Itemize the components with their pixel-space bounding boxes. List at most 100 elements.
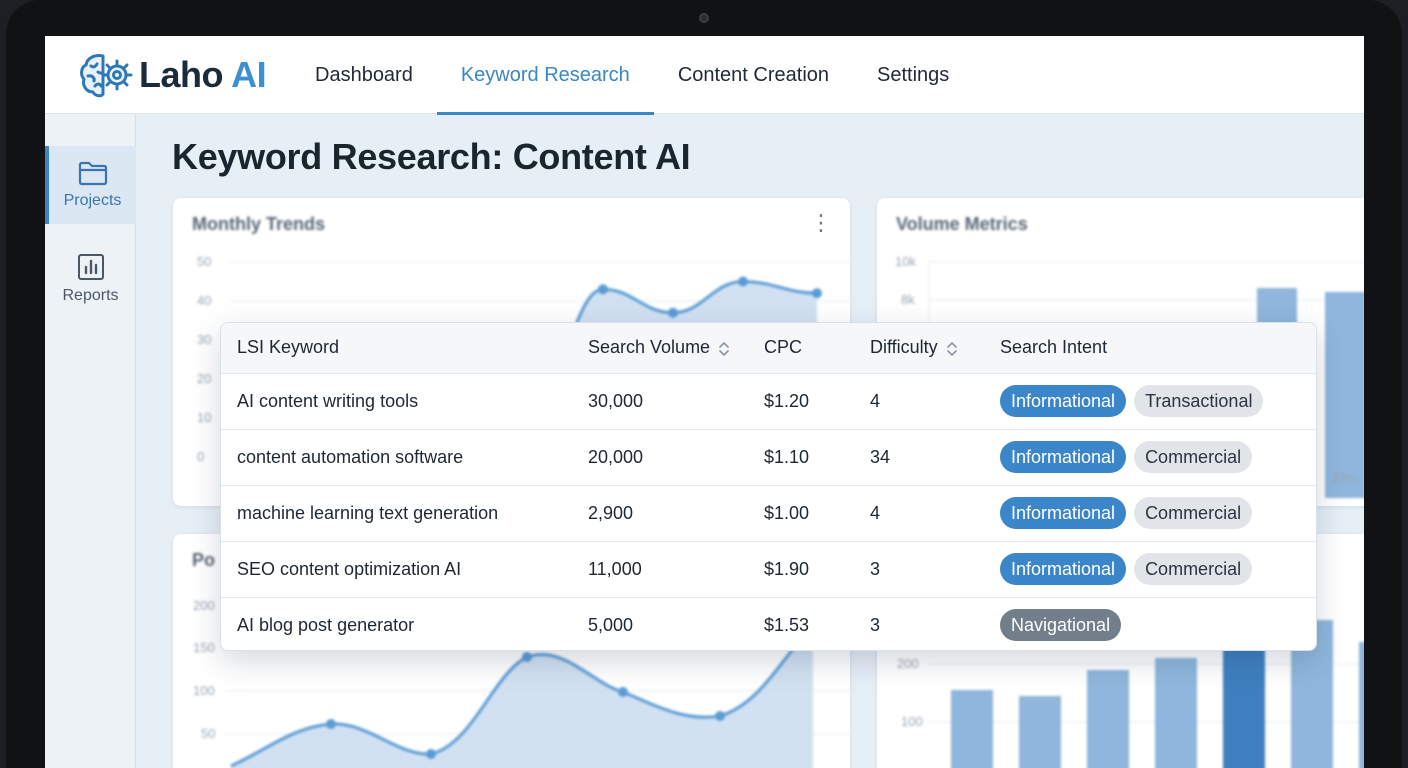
logo-text-accent: AI bbox=[231, 54, 267, 95]
column-header-keyword: LSI Keyword bbox=[221, 323, 572, 373]
intent-badge[interactable]: Transactional bbox=[1134, 385, 1264, 417]
sidebar-item-reports[interactable]: Reports bbox=[45, 240, 136, 318]
cpc-cell: $1.20 bbox=[764, 390, 810, 411]
intent-badge[interactable]: Informational bbox=[1000, 385, 1127, 417]
column-header-label: LSI Keyword bbox=[237, 337, 340, 358]
data-point bbox=[598, 284, 608, 295]
data-point bbox=[426, 749, 436, 759]
cpc-cell: $1.53 bbox=[764, 614, 810, 635]
table-row[interactable]: AI blog post generator 5,000 $1.53 3 Navigat… bbox=[221, 597, 1316, 650]
table-row[interactable]: AI content writing tools 30,000 $1.20 4 Info… bbox=[221, 373, 1316, 429]
brain-gear-icon bbox=[80, 54, 133, 98]
intent-badge[interactable]: Informational bbox=[1000, 497, 1127, 529]
sidebar: Projects Reports bbox=[45, 114, 136, 768]
y-tick: 100 bbox=[193, 683, 215, 698]
sort-icon[interactable] bbox=[946, 340, 958, 358]
search-volume-cell: 2,900 bbox=[588, 502, 634, 523]
keyword-cell: AI content writing tools bbox=[237, 390, 419, 411]
search-intent-cell: Informational Commercial bbox=[984, 541, 1316, 597]
intent-badge[interactable]: Informational bbox=[1000, 553, 1127, 585]
difficulty-cell: 3 bbox=[870, 558, 881, 579]
search-volume-cell: 30,000 bbox=[588, 390, 644, 411]
main-nav: Dashboard Keyword Research Content Creat… bbox=[291, 36, 973, 115]
keyword-cell: machine learning text generation bbox=[237, 502, 499, 523]
cpc-cell: $1.90 bbox=[764, 558, 810, 579]
keyword-cell: content automation software bbox=[237, 446, 464, 467]
column-header-difficulty[interactable]: Difficulty bbox=[854, 323, 984, 373]
bar bbox=[1087, 670, 1129, 768]
intent-badge[interactable]: Commercial bbox=[1134, 497, 1253, 529]
bar bbox=[1325, 292, 1364, 498]
intent-badge[interactable]: Informational bbox=[1000, 441, 1127, 473]
sort-icon[interactable] bbox=[718, 340, 730, 358]
y-tick: 20 bbox=[197, 371, 211, 386]
column-header-label: Difficulty bbox=[870, 337, 938, 358]
bar bbox=[1019, 696, 1061, 768]
card-title: Monthly Trends bbox=[192, 214, 326, 234]
cpc-cell: $1.10 bbox=[764, 446, 810, 467]
column-header-search-volume[interactable]: Search Volume bbox=[572, 323, 748, 373]
y-tick: 200 bbox=[897, 656, 919, 671]
folder-icon bbox=[78, 161, 107, 186]
column-header-search-intent: Search Intent bbox=[984, 323, 1316, 373]
tab-keyword-research[interactable]: Keyword Research bbox=[436, 36, 654, 115]
lsi-keyword-table: LSI Keyword Search Volume CPC Difficulty… bbox=[220, 322, 1317, 651]
sidebar-item-label: Projects bbox=[63, 192, 122, 209]
table-row[interactable]: content automation software 20,000 $1.10 34… bbox=[221, 429, 1316, 485]
page-title: Keyword Research: Content AI bbox=[172, 136, 691, 177]
search-volume-cell: 11,000 bbox=[588, 558, 642, 579]
table-row[interactable]: SEO content optimization AI 11,000 $1.90 3 I… bbox=[221, 541, 1316, 597]
data-point bbox=[738, 276, 748, 287]
y-tick: 0 bbox=[197, 449, 204, 464]
difficulty-cell: 34 bbox=[870, 446, 891, 467]
x-tick: Elec bbox=[1333, 470, 1359, 485]
cpc-cell: $1.00 bbox=[764, 502, 810, 523]
column-header-label: Search Volume bbox=[588, 337, 711, 358]
y-tick: 40 bbox=[197, 293, 211, 308]
tab-dashboard[interactable]: Dashboard bbox=[315, 63, 413, 86]
table-row[interactable]: machine learning text generation 2,900 $1.… bbox=[221, 485, 1316, 541]
sidebar-item-projects[interactable]: Projects bbox=[45, 146, 136, 224]
keyword-cell: SEO content optimization AI bbox=[237, 558, 462, 579]
trend-area bbox=[231, 649, 813, 768]
difficulty-cell: 3 bbox=[870, 614, 881, 635]
app-logo[interactable]: Laho AI bbox=[77, 48, 267, 102]
tab-settings[interactable]: Settings bbox=[877, 63, 950, 86]
data-point bbox=[522, 652, 532, 662]
data-point bbox=[326, 719, 336, 729]
y-tick: 50 bbox=[197, 254, 211, 269]
top-navigation-bar: Laho AI Dashboard Keyword Research Conte… bbox=[45, 36, 1364, 115]
y-tick: 50 bbox=[201, 726, 215, 741]
card-title: Po bbox=[192, 550, 216, 570]
search-intent-cell: Informational Commercial bbox=[984, 429, 1316, 485]
table-header-row: LSI Keyword Search Volume CPC Difficulty… bbox=[221, 323, 1316, 373]
data-point bbox=[618, 687, 628, 697]
bar-chart-icon bbox=[77, 254, 104, 280]
search-intent-cell: Informational Transactional bbox=[984, 373, 1316, 429]
tab-content-creation[interactable]: Content Creation bbox=[677, 63, 830, 86]
more-vertical-icon[interactable]: ⋮ bbox=[810, 210, 832, 235]
webcam bbox=[699, 13, 709, 23]
difficulty-cell: 4 bbox=[870, 390, 881, 411]
difficulty-cell: 4 bbox=[870, 502, 881, 523]
table-body: AI content writing tools 30,000 $1.20 4 Info… bbox=[221, 373, 1316, 650]
y-tick: 10k bbox=[895, 254, 916, 269]
bar bbox=[951, 690, 993, 768]
column-header-cpc: CPC bbox=[748, 323, 854, 373]
y-tick: 8k bbox=[901, 292, 915, 307]
search-intent-cell: Navigational bbox=[984, 597, 1316, 650]
y-tick: 10 bbox=[197, 410, 211, 425]
data-point bbox=[668, 307, 678, 318]
column-header-label: Search Intent bbox=[1000, 337, 1108, 358]
intent-badge[interactable]: Commercial bbox=[1134, 553, 1253, 585]
intent-badge[interactable]: Commercial bbox=[1134, 441, 1253, 473]
logo-text-main: Laho bbox=[139, 54, 224, 95]
y-tick: 150 bbox=[193, 640, 215, 655]
app-screen: Laho AI Dashboard Keyword Research Conte… bbox=[45, 36, 1364, 768]
card-title: Volume Metrics bbox=[896, 214, 1028, 234]
intent-badge[interactable]: Navigational bbox=[1000, 609, 1122, 642]
search-intent-cell: Informational Commercial bbox=[984, 485, 1316, 541]
logo-wordmark: Laho AI bbox=[139, 54, 267, 96]
sidebar-item-label: Reports bbox=[62, 287, 119, 304]
bottom-right-chart: 200 100 bbox=[897, 620, 1364, 768]
